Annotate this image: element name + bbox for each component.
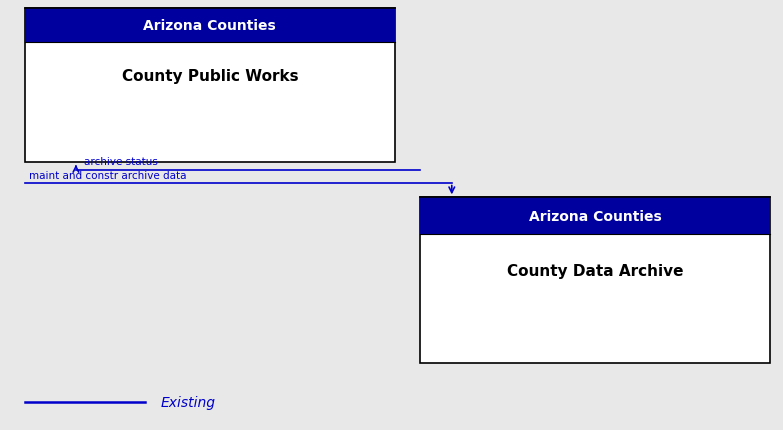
Bar xyxy=(25,9,395,43)
Text: County Public Works: County Public Works xyxy=(121,69,298,83)
Text: archive status: archive status xyxy=(84,157,157,167)
Bar xyxy=(420,198,770,363)
Text: Arizona Counties: Arizona Counties xyxy=(143,18,276,33)
Bar xyxy=(420,198,770,234)
Text: County Data Archive: County Data Archive xyxy=(507,263,684,278)
Text: Existing: Existing xyxy=(161,395,215,409)
Bar xyxy=(25,9,395,163)
Text: Arizona Counties: Arizona Counties xyxy=(529,209,662,223)
Text: maint and constr archive data: maint and constr archive data xyxy=(29,171,186,181)
